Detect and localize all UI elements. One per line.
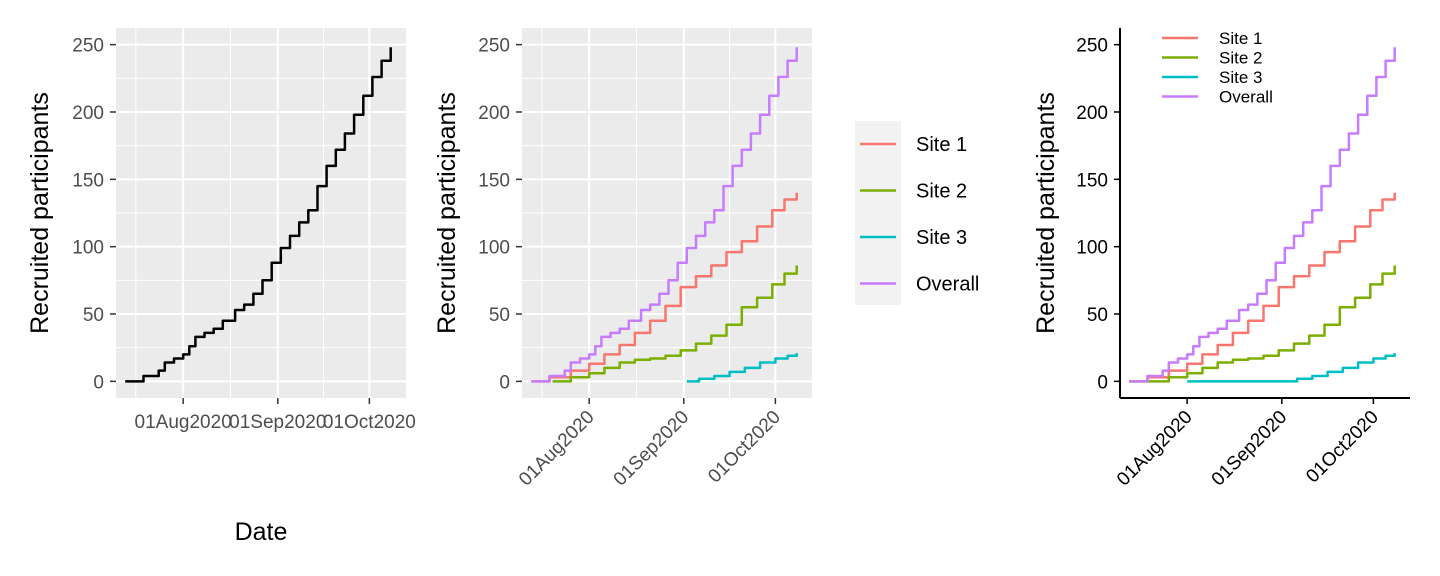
series-line-overall [531,47,798,383]
y-tick-label: 100 [478,238,510,259]
y-tick-label: 50 [83,305,104,326]
series-line-overall [1129,47,1396,383]
x-tick-label: 01Oct2020 [704,407,785,488]
y-tick-label: 200 [478,103,510,124]
legend-label: Overall [916,274,979,296]
y-tick-label: 150 [1076,170,1108,191]
series-line-site-1 [531,192,798,383]
panel-2-legend-background [855,121,901,305]
y-tick-label: 200 [1076,103,1108,124]
panel-3-recruitment-by-site-classic: 0 50 100 150 200 250 01Aug2020 01Sep2020 01Oct2… [1032,28,1410,490]
panel-1-series [125,47,392,383]
y-tick-label: 250 [478,36,510,57]
x-tick-label: 01Sep2020 [1208,407,1292,491]
x-tick-label: 01Aug2020 [515,407,599,491]
y-tick-label: 150 [478,170,510,191]
x-tick-label: 01Oct2020 [1302,407,1383,488]
y-tick-label: 50 [1087,305,1108,326]
series-line-site-2 [1129,265,1396,383]
panel-2-legend: Site 1 Site 2 Site 3 Overall [855,121,979,305]
y-tick-label: 100 [72,238,104,259]
panel-3-y-axis-label: Recruited participants [1032,92,1060,334]
panel-2-series [531,47,798,383]
y-tick-label: 50 [489,305,510,326]
panel-3-x-ticks: 01Aug2020 01Sep2020 01Oct2020 [1113,398,1383,490]
legend-label: Site 2 [916,181,967,203]
panel-3-y-ticks: 0 50 100 150 200 250 [1076,36,1120,393]
series-line-site-1 [1129,192,1396,383]
y-tick-label: 100 [1076,238,1108,259]
legend-label: Site 1 [1219,29,1262,48]
legend-label: Site 3 [1219,68,1262,87]
y-tick-label: 0 [499,372,510,393]
panel-2-recruitment-by-site: 0 50 100 150 200 250 01Aug2020 01Sep2020 01Oct2… [433,28,979,490]
x-tick-label: 01Aug2020 [1113,407,1197,491]
panel-1-gridlines [116,28,406,398]
series-line-site-2 [552,265,798,383]
panel-1-y-ticks: 0 50 100 150 200 250 [72,36,116,393]
panel-3-series [1129,47,1396,383]
legend-label: Site 3 [916,227,967,249]
y-tick-label: 250 [72,36,104,57]
panel-2-gridlines [522,28,812,398]
series-line-site-3 [686,353,798,383]
panel-1-overall-recruitment: 0 50 100 150 200 250 01Aug202001Sep202001Oct2… [26,28,416,546]
y-tick-label: 200 [72,103,104,124]
panel-2-y-axis-label: Recruited participants [433,92,461,334]
panel-2-x-ticks: 01Aug2020 01Sep2020 01Oct2020 [515,398,785,490]
legend-label: Site 1 [916,134,967,156]
series-line-site-3 [1187,353,1396,383]
y-tick-label: 250 [1076,36,1108,57]
x-tick-label: 01Sep2020 [610,407,694,491]
legend-label: Overall [1219,88,1273,107]
x-tick-label: 01Aug2020 [135,412,232,433]
panel-2-y-ticks: 0 50 100 150 200 250 [478,36,522,393]
series-line-total [125,47,392,383]
panel-1-x-axis-label: Date [235,518,288,546]
x-tick-label: 01Oct2020 [323,412,416,433]
y-tick-label: 0 [1097,372,1108,393]
legend-label: Site 2 [1219,49,1262,68]
y-tick-label: 150 [72,170,104,191]
x-tick-label: 01Sep2020 [229,412,326,433]
y-tick-label: 0 [93,372,104,393]
panel-1-y-axis-label: Recruited participants [26,92,54,334]
